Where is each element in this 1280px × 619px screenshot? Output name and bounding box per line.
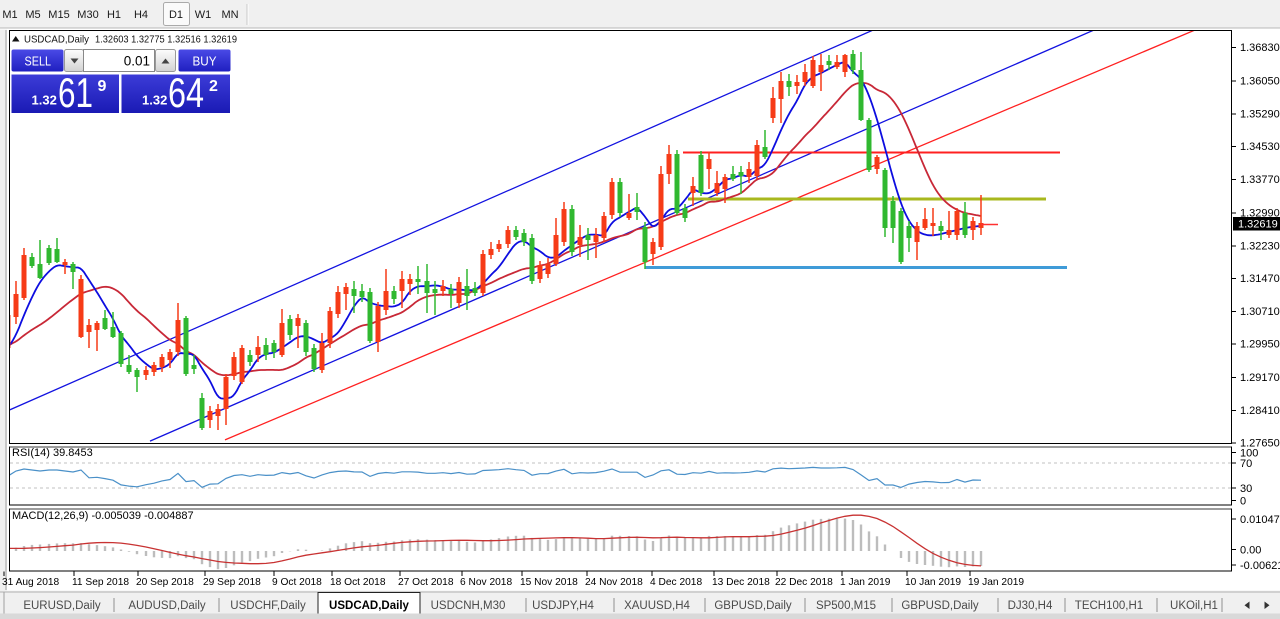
- svg-text:9: 9: [98, 78, 107, 95]
- svg-text:D1: D1: [169, 9, 183, 21]
- svg-text:MN: MN: [221, 9, 238, 21]
- svg-text:1.31470: 1.31470: [1240, 273, 1280, 285]
- svg-text:11 Sep 2018: 11 Sep 2018: [72, 577, 129, 588]
- svg-text:MACD(12,26,9) -0.005039 -0.004: MACD(12,26,9) -0.005039 -0.004887: [12, 510, 194, 522]
- svg-text:USDCNH,M30: USDCNH,M30: [431, 600, 506, 612]
- svg-text:BUY: BUY: [193, 55, 218, 69]
- svg-text:1 Jan 2019: 1 Jan 2019: [840, 577, 891, 588]
- svg-text:10 Jan 2019: 10 Jan 2019: [905, 577, 961, 588]
- svg-text:1.35290: 1.35290: [1240, 108, 1280, 120]
- svg-text:29 Sep 2018: 29 Sep 2018: [203, 577, 261, 588]
- svg-text:1.34530: 1.34530: [1240, 141, 1280, 153]
- svg-text:TECH100,H1: TECH100,H1: [1075, 600, 1143, 612]
- svg-text:GBPUSD,Daily: GBPUSD,Daily: [901, 600, 979, 612]
- svg-text:1.30710: 1.30710: [1240, 306, 1280, 318]
- svg-text:USDCAD,Daily: USDCAD,Daily: [24, 34, 90, 46]
- svg-text:USDCHF,Daily: USDCHF,Daily: [230, 600, 306, 612]
- svg-text:GBPUSD,Daily: GBPUSD,Daily: [714, 600, 792, 612]
- svg-text:9 Oct 2018: 9 Oct 2018: [272, 577, 322, 588]
- svg-text:1.29950: 1.29950: [1240, 339, 1280, 351]
- svg-text:USDCAD,Daily: USDCAD,Daily: [329, 600, 409, 612]
- svg-text:100: 100: [1240, 448, 1258, 460]
- svg-text:1.29170: 1.29170: [1240, 372, 1280, 384]
- svg-text:USDJPY,H4: USDJPY,H4: [532, 600, 594, 612]
- svg-text:64: 64: [168, 69, 204, 116]
- svg-text:6 Nov 2018: 6 Nov 2018: [460, 577, 512, 588]
- svg-text:31 Aug 2018: 31 Aug 2018: [2, 577, 60, 588]
- svg-text:1.33770: 1.33770: [1240, 174, 1280, 186]
- svg-text:W1: W1: [195, 9, 212, 21]
- svg-text:1.32: 1.32: [32, 93, 57, 108]
- svg-text:1.32: 1.32: [142, 93, 167, 108]
- svg-text:0.01: 0.01: [124, 54, 150, 69]
- svg-text:H4: H4: [134, 9, 148, 21]
- svg-text:13 Dec 2018: 13 Dec 2018: [712, 577, 770, 588]
- svg-text:M1: M1: [2, 9, 17, 21]
- svg-text:24 Nov 2018: 24 Nov 2018: [585, 577, 643, 588]
- svg-text:AUDUSD,Daily: AUDUSD,Daily: [128, 600, 206, 612]
- svg-text:1.36830: 1.36830: [1240, 42, 1280, 54]
- svg-text:1.32603 1.32775 1.32516 1.3261: 1.32603 1.32775 1.32516 1.32619: [95, 34, 237, 46]
- svg-text:UKOil,H1: UKOil,H1: [1170, 600, 1218, 612]
- svg-text:22 Dec 2018: 22 Dec 2018: [775, 577, 833, 588]
- svg-text:0.010474: 0.010474: [1240, 514, 1280, 526]
- svg-text:70: 70: [1240, 458, 1252, 470]
- svg-text:27 Oct 2018: 27 Oct 2018: [398, 577, 454, 588]
- svg-text:RSI(14) 39.8453: RSI(14) 39.8453: [12, 447, 93, 459]
- svg-text:DJ30,H4: DJ30,H4: [1008, 600, 1053, 612]
- svg-text:M5: M5: [25, 9, 40, 21]
- svg-text:2: 2: [209, 78, 218, 95]
- svg-text:19 Jan 2019: 19 Jan 2019: [968, 577, 1024, 588]
- svg-text:61: 61: [58, 69, 93, 116]
- svg-text:20 Sep 2018: 20 Sep 2018: [136, 577, 194, 588]
- svg-text:0.00: 0.00: [1240, 545, 1261, 557]
- svg-text:1.27650: 1.27650: [1240, 438, 1280, 450]
- svg-text:0: 0: [1240, 496, 1246, 508]
- svg-text:1.28410: 1.28410: [1240, 405, 1280, 417]
- svg-text:SP500,M15: SP500,M15: [816, 600, 876, 612]
- svg-text:H1: H1: [107, 9, 121, 21]
- svg-text:XAUUSD,H4: XAUUSD,H4: [624, 600, 690, 612]
- svg-text:4 Dec 2018: 4 Dec 2018: [650, 577, 702, 588]
- svg-text:M30: M30: [77, 9, 98, 21]
- svg-text:30: 30: [1240, 483, 1252, 495]
- svg-text:-0.006218: -0.006218: [1240, 560, 1280, 572]
- svg-text:1.32230: 1.32230: [1240, 240, 1280, 252]
- svg-text:SELL: SELL: [25, 55, 52, 69]
- svg-text:1.32619: 1.32619: [1238, 219, 1278, 231]
- svg-text:EURUSD,Daily: EURUSD,Daily: [23, 600, 101, 612]
- svg-text:18 Oct 2018: 18 Oct 2018: [330, 577, 386, 588]
- svg-text:15 Nov 2018: 15 Nov 2018: [520, 577, 578, 588]
- svg-text:1.32990: 1.32990: [1240, 208, 1280, 220]
- svg-text:1.36050: 1.36050: [1240, 76, 1280, 88]
- svg-text:M15: M15: [48, 9, 69, 21]
